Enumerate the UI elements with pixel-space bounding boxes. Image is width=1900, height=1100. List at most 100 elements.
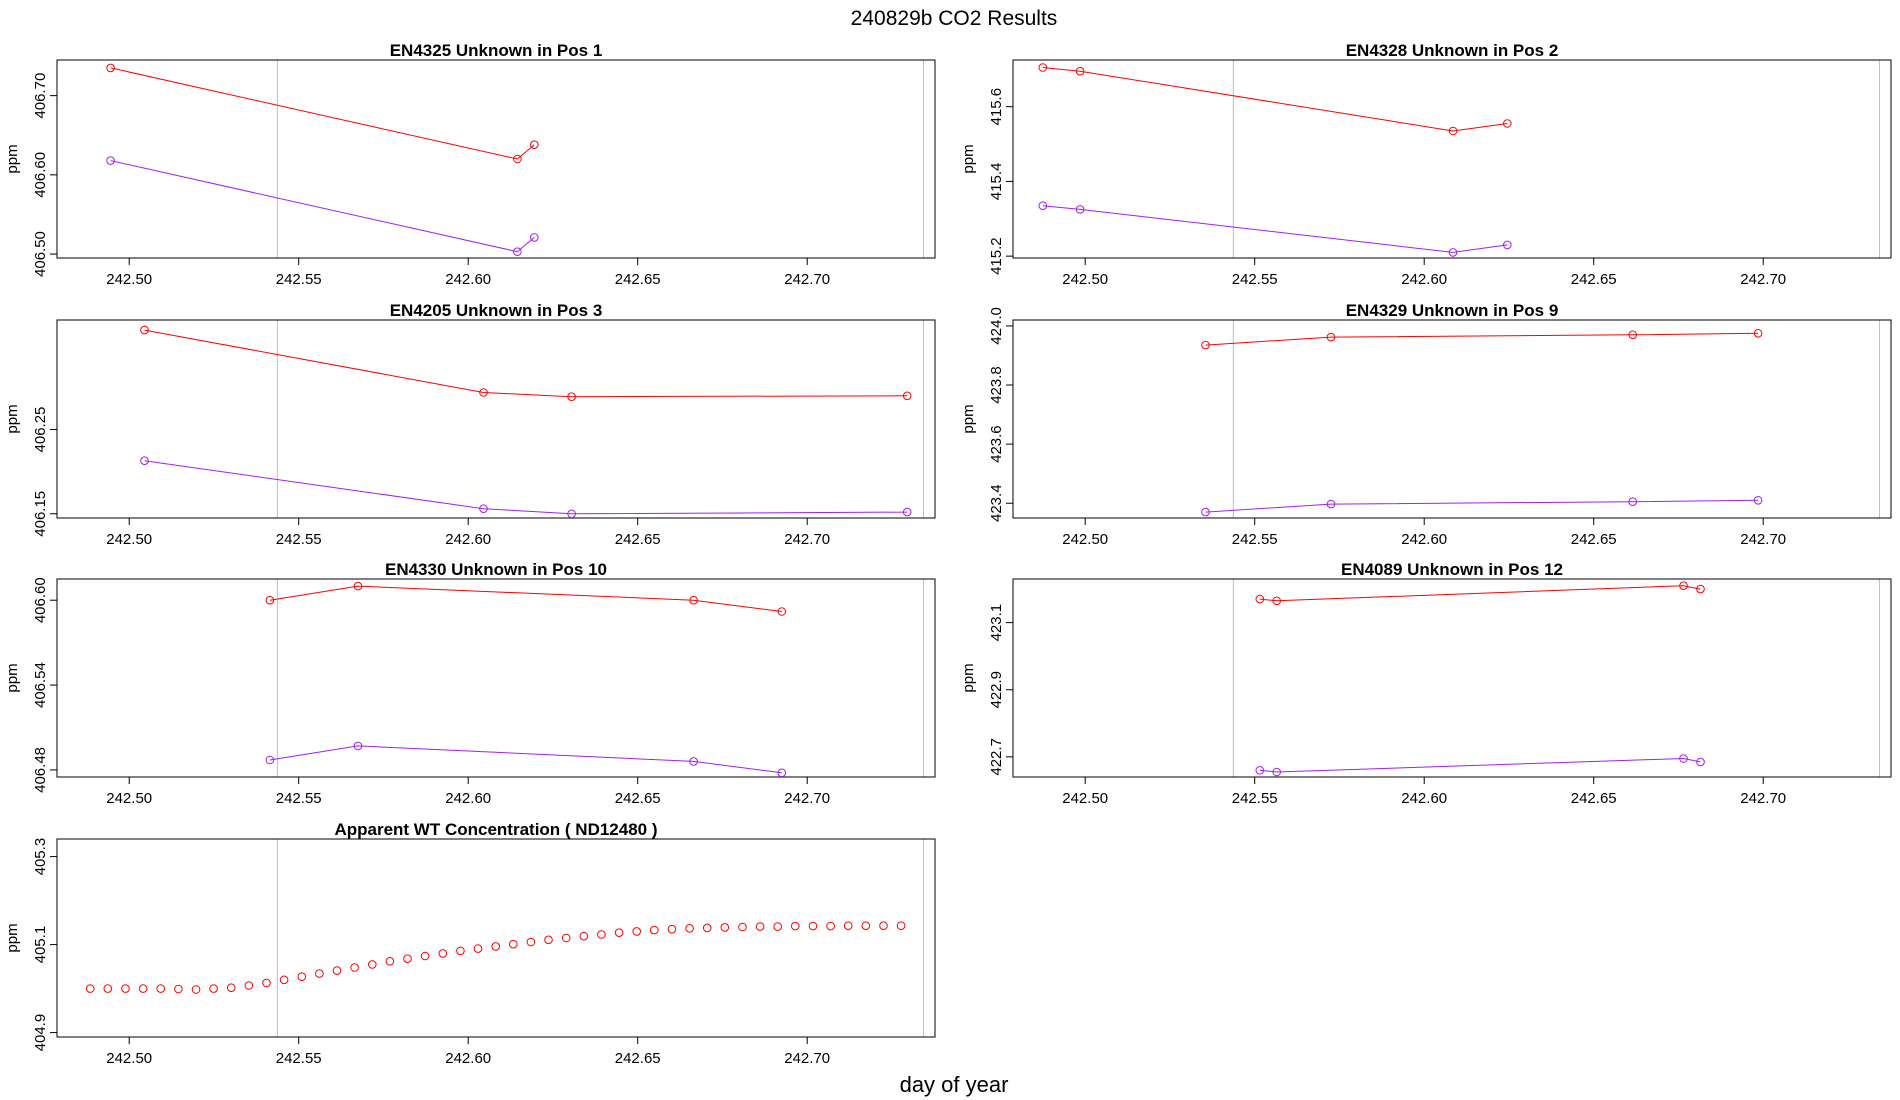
x-tick-label: 242.60 [445,271,491,288]
x-tick-label: 242.50 [106,1050,152,1067]
x-tick-label: 242.60 [1401,271,1447,288]
data-point [720,923,730,932]
data-point [1753,496,1763,505]
data-point [456,946,465,956]
data-point [438,949,448,958]
y-tick-label: 422.9 [988,671,1005,709]
data-point [685,924,694,933]
x-tick-label: 242.65 [615,271,661,288]
data-point [689,595,698,605]
data-point [632,927,642,936]
y-tick-label: 406.25 [32,407,49,453]
y-tick-label: 423.6 [988,425,1005,463]
data-point [262,978,271,988]
y-tick-label: 406.54 [32,662,49,708]
data-point [777,768,787,778]
series-purple [106,156,539,256]
panel-title: Apparent WT Concentration ( ND12480 ) [334,820,657,839]
data-point [567,392,576,402]
y-axis-label: ppm [960,663,977,692]
series-purple [1038,201,1512,257]
x-tick-label: 242.60 [1401,531,1447,548]
data-point [773,922,783,931]
data-point [473,944,483,953]
plot-frame [1012,319,1892,519]
series-red [1255,581,1705,606]
data-point [368,960,377,969]
panel-3: EN4205 Unknown in Pos 3 242.50 242.55 242.6… [4,301,936,548]
data-point [544,935,553,945]
data-point [332,966,342,975]
x-tick-label: 242.55 [276,271,322,288]
data-point [244,981,254,990]
data-point [191,985,201,994]
x-tick-label: 242.60 [445,531,491,548]
x-tick-label: 242.65 [615,790,661,807]
data-point [861,921,871,931]
data-point [777,607,787,616]
x-tick-label: 242.50 [106,271,152,288]
data-point [1075,66,1085,76]
data-point [479,504,488,514]
panel-title: EN4205 Unknown in Pos 3 [390,301,603,320]
y-tick-label: 406.60 [32,577,49,623]
series-red [1201,329,1763,350]
data-point [174,984,183,994]
y-tick-label: 415.2 [988,237,1005,275]
series-line-purple [1205,499,1759,513]
x-tick-label: 242.65 [1571,531,1617,548]
x-tick-label: 242.55 [1232,531,1278,548]
y-tick-label: 405.3 [32,838,49,876]
y-tick-label: 424.0 [988,307,1005,345]
x-tick-label: 242.60 [445,1050,491,1067]
data-point [530,140,539,149]
x-tick-label: 242.65 [615,531,661,548]
x-tick-label: 242.50 [106,531,152,548]
data-point [156,984,165,993]
data-point [1075,205,1085,214]
y-axis-label: ppm [4,923,21,952]
y-tick-label: 422.7 [988,738,1005,776]
y-tick-label: 406.70 [32,73,49,119]
series-line-red [144,329,908,398]
y-tick-label: 406.60 [32,152,49,198]
plot-frame [56,838,936,1038]
data-point [106,63,115,73]
data-point [1753,329,1763,338]
data-point [1448,126,1458,136]
x-tick-label: 242.65 [1571,271,1617,288]
y-axis-label: ppm [4,663,21,692]
series-line-purple [1042,205,1508,253]
series-purple [1255,754,1705,777]
series-purple [140,456,912,519]
data-point [791,921,800,931]
data-point [1679,581,1688,591]
data-point [265,595,275,605]
data-point [1272,596,1281,606]
data-point [1448,248,1458,257]
x-tick-label: 242.55 [1232,790,1278,807]
x-tick-label: 242.50 [1062,531,1108,548]
panel-7: Apparent WT Concentration ( ND12480 ) 242… [4,820,936,1067]
series-line-red [1042,67,1508,132]
data-point [1038,63,1048,72]
data-point [140,325,149,335]
data-point [902,391,912,401]
figure-title: 240829b CO2 Results [851,7,1058,30]
panels: EN4325 Unknown in Pos 1 242.50 242.55 242.6… [4,41,1892,1067]
data-point [315,969,324,978]
y-tick-label: 406.50 [32,231,49,277]
data-point [755,922,765,931]
data-point [561,933,571,943]
data-point [826,921,835,931]
data-point [689,757,698,766]
data-point [1326,332,1336,342]
x-tick-label: 242.55 [276,1050,322,1067]
data-point [1696,584,1705,594]
panel-6: EN4089 Unknown in Pos 12 242.50 242.55 242.… [960,560,1892,807]
data-point [579,931,589,941]
series-purple [265,741,787,778]
panel-title: EN4089 Unknown in Pos 12 [1341,560,1563,579]
x-tick-label: 242.55 [276,790,322,807]
